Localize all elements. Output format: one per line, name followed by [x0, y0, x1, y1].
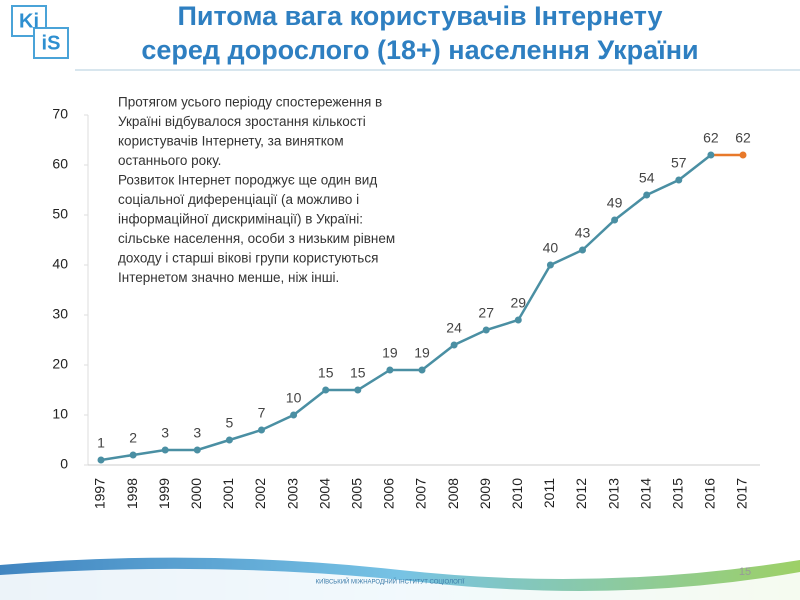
- x-tick-label: 1997: [92, 478, 108, 509]
- data-label: 43: [575, 225, 591, 241]
- data-label: 2: [129, 430, 137, 446]
- point: [193, 446, 201, 454]
- annotation: Протягом усього періоду спостереження в: [118, 95, 382, 110]
- y-tick-label: 60: [52, 156, 68, 172]
- x-tick-label: 2013: [605, 478, 621, 509]
- point: [354, 386, 362, 394]
- x-tick-label: 2016: [702, 478, 718, 509]
- data-label: 54: [639, 170, 655, 186]
- x-tick-label: 2017: [734, 478, 750, 509]
- annotation: сільське населення, особи з низьким рівн…: [118, 231, 395, 246]
- footer-wave: [0, 568, 800, 600]
- point: [225, 436, 233, 444]
- annotation: соціальної диференціації (а можливо і: [118, 192, 359, 207]
- data-label: 57: [671, 155, 687, 171]
- y-tick-label: 70: [52, 106, 68, 122]
- point: [643, 191, 651, 199]
- annotation: останнього року.: [118, 153, 221, 168]
- chart-title: серед дорослого (18+) населення України: [141, 35, 698, 65]
- logo-box: [33, 27, 69, 59]
- point: [97, 456, 105, 464]
- logo-box: [11, 5, 47, 37]
- x-tick-label: 2010: [509, 478, 525, 509]
- annotation: Україні відбувалося зростання кількості: [118, 114, 366, 129]
- x-tick-label: 2005: [349, 478, 365, 509]
- x-tick-label: 1999: [156, 478, 172, 509]
- data-label: 15: [350, 365, 366, 381]
- x-tick-label: 2015: [670, 478, 686, 509]
- x-tick-label: 2009: [477, 478, 493, 509]
- data-label: 5: [226, 415, 234, 431]
- data-label: 27: [478, 305, 494, 321]
- point: [546, 261, 554, 269]
- point: [579, 246, 586, 254]
- y-tick-label: 40: [52, 256, 68, 272]
- logo-text: Ki: [19, 10, 39, 32]
- x-tick-label: 2003: [284, 478, 300, 509]
- annotation: доходу і старші вікові групи користуютьс…: [118, 251, 378, 266]
- x-tick-label: 2001: [220, 478, 236, 509]
- data-label: 7: [258, 405, 266, 421]
- x-tick-label: 2014: [637, 478, 653, 509]
- data-label: 24: [446, 320, 462, 336]
- point: [161, 446, 169, 454]
- point: [514, 316, 522, 324]
- y-tick-label: 10: [52, 406, 68, 422]
- x-tick-label: 2008: [445, 478, 461, 509]
- point: [739, 151, 747, 159]
- data-label: 15: [318, 365, 334, 381]
- data-label: 49: [607, 195, 623, 211]
- data-label: 3: [193, 425, 201, 441]
- x-tick-label: 2004: [316, 478, 332, 509]
- point: [129, 451, 137, 459]
- data-label: 1: [97, 435, 105, 451]
- data-label: 62: [735, 130, 751, 146]
- annotation: користувачів Інтернету, за винятком: [118, 134, 344, 149]
- x-tick-label: 2007: [413, 478, 429, 509]
- annotation: Інтернетом значно менше, ніж інші.: [118, 270, 339, 285]
- data-label: 40: [543, 240, 559, 256]
- point: [258, 426, 265, 434]
- point: [675, 176, 683, 184]
- y-tick-label: 0: [60, 456, 68, 472]
- point: [418, 366, 426, 374]
- logo-text: iS: [42, 32, 61, 54]
- point: [386, 366, 394, 374]
- data-label: 19: [382, 345, 398, 361]
- line: [100, 154, 712, 462]
- data-label: 10: [286, 390, 302, 406]
- point: [611, 216, 619, 224]
- y-tick-label: 50: [52, 206, 68, 222]
- x-tick-label: 2000: [188, 478, 204, 509]
- point: [450, 341, 458, 349]
- point: [322, 386, 330, 394]
- x-tick-label: 2002: [252, 478, 268, 509]
- point: [707, 151, 715, 159]
- point: [290, 411, 298, 419]
- x-tick-label: 1998: [124, 478, 140, 509]
- data-label: 19: [414, 345, 430, 361]
- logo: Ki iS: [11, 5, 69, 59]
- annotation: інформаційної дискримінації) в Україні:: [118, 212, 363, 227]
- y-tick-label: 20: [52, 356, 68, 372]
- footer-text: КИЇВСЬКИЙ МІЖНАРОДНИЙ ІНСТИТУТ СОЦІОЛОГІ…: [316, 578, 465, 586]
- y-tick-label: 30: [52, 306, 68, 322]
- x-tick-label: 2011: [541, 478, 557, 508]
- point: [482, 326, 490, 334]
- data-label: 62: [703, 130, 719, 146]
- annotation: Розвиток Інтернет породжує ще один вид: [118, 173, 377, 188]
- data-label: 3: [161, 425, 169, 441]
- x-tick-label: 2012: [573, 478, 589, 509]
- x-tick-label: 2006: [381, 478, 397, 509]
- page-number: 15: [739, 566, 751, 578]
- data-label: 29: [511, 295, 527, 311]
- chart-title: Питома вага користувачів Інтернету: [177, 1, 662, 31]
